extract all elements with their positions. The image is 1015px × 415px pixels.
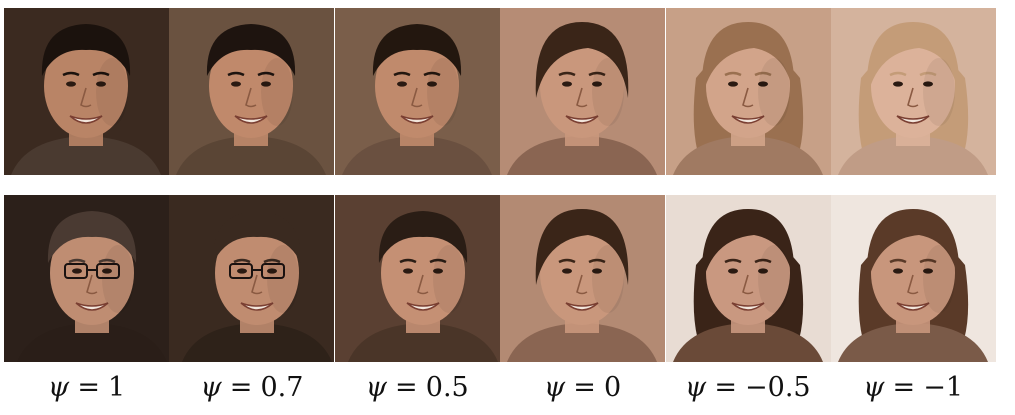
psi-label: ψ = −1: [863, 372, 964, 403]
face-row-1: [4, 8, 996, 175]
face-image: [830, 195, 996, 362]
psi-label: ψ = 0.7: [200, 372, 304, 403]
psi-label: ψ = 0.5: [365, 372, 469, 403]
face-image: [4, 8, 169, 175]
face-portrait: [830, 8, 996, 175]
psi-label: ψ = 1: [48, 372, 126, 403]
face-row-2: [4, 195, 996, 362]
face-portrait: [169, 8, 335, 175]
face-image: [500, 8, 666, 175]
face-portrait: [500, 195, 666, 362]
face-portrait: [169, 195, 335, 362]
face-image: [169, 195, 335, 362]
face-image: [665, 195, 831, 362]
face-portrait: [665, 8, 831, 175]
face-image: [334, 195, 500, 362]
psi-labels: ψ = 1 ψ = 0.7 ψ = 0.5 ψ = 0 ψ = −0.5 ψ = −1: [4, 368, 996, 408]
face-portrait: [665, 195, 831, 362]
truncation-figure: ψ = 1 ψ = 0.7 ψ = 0.5 ψ = 0 ψ = −0.5 ψ = −1: [4, 8, 996, 408]
psi-label: ψ = 0: [543, 372, 622, 403]
face-image: [500, 195, 666, 362]
face-image: [334, 8, 500, 175]
face-image: [830, 8, 996, 175]
face-image: [169, 8, 335, 175]
face-portrait: [500, 8, 666, 175]
face-image: [665, 8, 831, 175]
face-portrait: [334, 8, 500, 175]
face-portrait: [334, 195, 500, 362]
face-portrait: [4, 8, 169, 175]
face-image: [4, 195, 169, 362]
face-portrait: [830, 195, 996, 362]
face-portrait: [4, 195, 169, 362]
psi-label: ψ = −0.5: [685, 372, 811, 403]
